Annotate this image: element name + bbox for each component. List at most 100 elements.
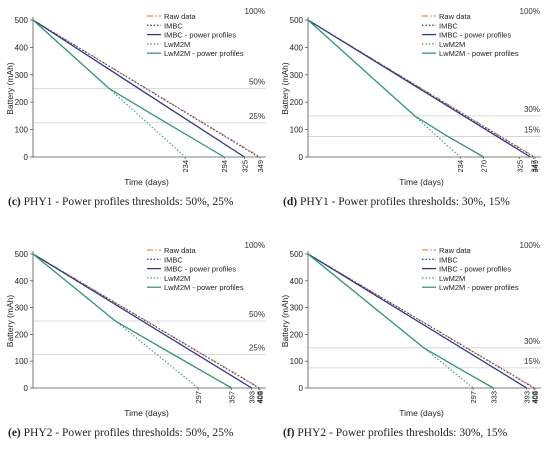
- y-tick-label: 200: [15, 330, 29, 339]
- y-tick-label: 0: [299, 153, 304, 162]
- y-tick-label: 0: [24, 384, 29, 393]
- y-tick-label: 100: [290, 357, 304, 366]
- series-line: [307, 19, 531, 158]
- end-day-label: 325: [240, 160, 249, 173]
- caption-e: (e) PHY2 - Power profiles thresholds: 50…: [8, 426, 258, 440]
- end-day-label: 294: [220, 160, 229, 173]
- end-day-label: 406: [530, 391, 539, 404]
- legend-entry: Raw data: [439, 246, 472, 255]
- chart-3: 100% 30% 15% 0 100 200 300 400 500 Battery (mAh) T…: [280, 241, 541, 418]
- legend-entry: LwM2M - power profiles: [164, 283, 244, 292]
- y-tick-label: 100: [290, 126, 304, 135]
- end-day-label: 347: [530, 160, 539, 173]
- series-line: [32, 253, 261, 389]
- series-line: [307, 253, 494, 389]
- caption-d-label: (d): [283, 196, 298, 208]
- y-tick-label: 500: [290, 16, 304, 25]
- y-tick-label: 400: [290, 43, 304, 52]
- caption-f: (f) PHY2 - Power profiles thresholds: 30…: [283, 426, 533, 440]
- end-day-label: 393: [248, 391, 257, 404]
- y-axis-label: Battery (mAh): [280, 62, 290, 115]
- y-tick-label: 500: [15, 250, 29, 259]
- legend-entry: LwM2M - power profiles: [439, 283, 519, 292]
- chart-0: 100% 50% 25% 0 100 200 300 400 500 Battery (mAh) T…: [5, 7, 266, 187]
- end-day-label: 333: [489, 391, 498, 404]
- threshold-label: 25%: [249, 344, 265, 353]
- y-tick-label: 500: [290, 250, 304, 259]
- caption-d: (d) PHY1 - Power profiles thresholds: 30…: [283, 195, 533, 209]
- legend-entry: IMBC - power profiles: [164, 31, 236, 40]
- series-line: [32, 253, 253, 389]
- end-day-label: 234: [456, 160, 465, 173]
- threshold-label: 25%: [249, 112, 265, 121]
- x-axis-label: Time (days): [124, 177, 169, 187]
- caption-e-text: PHY2 - Power profiles thresholds: 50%, 2…: [23, 427, 234, 439]
- threshold-label: 100%: [245, 241, 265, 250]
- threshold-label: 30%: [524, 337, 540, 346]
- legend-entry: LwM2M - power profiles: [439, 49, 519, 58]
- legend-entry: IMBC: [439, 255, 458, 264]
- end-day-label: 408: [531, 391, 540, 404]
- chart-1: 100% 30% 15% 0 100 200 300 400 500 Battery (mAh) T…: [280, 7, 541, 187]
- series-line: [32, 253, 260, 389]
- legend-entry: IMBC: [164, 255, 183, 264]
- chart-2: 100% 50% 25% 0 100 200 300 400 500 Battery (mAh) T…: [5, 241, 266, 418]
- threshold-label: 50%: [249, 78, 265, 87]
- caption-d-text: PHY1 - Power profiles thresholds: 30%, 1…: [299, 196, 510, 208]
- y-tick-label: 0: [24, 153, 29, 162]
- legend-entry: Raw data: [164, 246, 197, 255]
- y-tick-label: 100: [15, 357, 29, 366]
- legend-entry: LwM2M: [439, 40, 465, 49]
- legend-entry: IMBC: [439, 21, 458, 30]
- legend-entry: LwM2M: [164, 40, 190, 49]
- caption-f-text: PHY2 - Power profiles thresholds: 30%, 1…: [297, 427, 508, 439]
- y-tick-label: 100: [15, 126, 29, 135]
- y-tick-label: 400: [15, 277, 29, 286]
- caption-e-label: (e): [8, 427, 21, 439]
- series-line: [307, 253, 528, 389]
- series-line: [32, 19, 225, 158]
- threshold-label: 100%: [520, 7, 540, 16]
- legend-entry: IMBC - power profiles: [439, 265, 511, 274]
- end-day-label: 349: [256, 160, 265, 173]
- caption-c-text: PHY1 - Power profiles thresholds: 50%, 2…: [23, 196, 234, 208]
- legend-entry: LwM2M - power profiles: [164, 49, 244, 58]
- end-day-label: 325: [515, 160, 524, 173]
- y-tick-label: 200: [290, 330, 304, 339]
- legend-entry: Raw data: [164, 12, 197, 21]
- end-day-label: 349: [531, 160, 540, 173]
- y-tick-label: 0: [299, 384, 304, 393]
- series-line: [307, 253, 535, 389]
- x-axis-label: Time (days): [399, 177, 444, 187]
- threshold-label: 100%: [245, 7, 265, 16]
- threshold-label: 30%: [524, 105, 540, 114]
- threshold-label: 50%: [249, 310, 265, 319]
- y-axis-label: Battery (mAh): [280, 295, 290, 348]
- caption-c: (c) PHY1 - Power profiles thresholds: 50…: [8, 195, 258, 209]
- end-day-label: 406: [255, 391, 264, 404]
- y-tick-label: 200: [15, 98, 29, 107]
- x-axis-label: Time (days): [399, 408, 444, 418]
- x-axis-label: Time (days): [124, 408, 169, 418]
- end-day-label: 297: [469, 391, 478, 404]
- series-line: [307, 253, 536, 389]
- end-day-label: 270: [480, 160, 489, 173]
- y-tick-label: 200: [290, 98, 304, 107]
- end-day-label: 408: [256, 391, 265, 404]
- threshold-label: 100%: [520, 241, 540, 250]
- legend-entry: IMBC - power profiles: [164, 265, 236, 274]
- end-day-label: 393: [523, 391, 532, 404]
- end-day-label: 234: [181, 160, 190, 173]
- y-tick-label: 400: [15, 43, 29, 52]
- threshold-label: 15%: [524, 125, 540, 134]
- y-axis-label: Battery (mAh): [5, 295, 15, 348]
- y-tick-label: 300: [290, 304, 304, 313]
- legend-entry: IMBC - power profiles: [439, 31, 511, 40]
- legend-entry: LwM2M: [439, 274, 465, 283]
- threshold-label: 15%: [524, 357, 540, 366]
- legend-entry: LwM2M: [164, 274, 190, 283]
- y-tick-label: 300: [290, 71, 304, 80]
- series-line: [32, 253, 232, 389]
- y-tick-label: 300: [15, 71, 29, 80]
